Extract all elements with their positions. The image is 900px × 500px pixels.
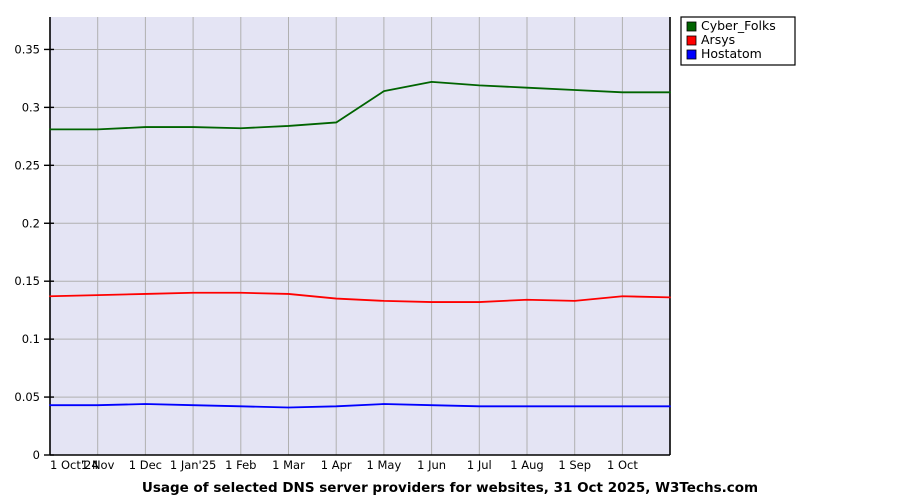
series-line-arsys: [49, 291, 671, 303]
y-tick-label: 0.25: [14, 158, 40, 172]
chart-caption: Usage of selected DNS server providers f…: [142, 480, 758, 496]
y-tick-label: 0.15: [14, 274, 40, 288]
legend-label-hostatom: Hostatom: [701, 46, 762, 61]
legend-label-cyber_folks: Cyber_Folks: [701, 18, 776, 33]
x-tick-label: 1 Jan'25: [170, 458, 217, 472]
x-tick-label: 1 Nov: [81, 458, 115, 472]
legend-swatch-hostatom: [686, 49, 697, 60]
y-tick-label: 0.1: [22, 332, 40, 346]
y-tick-label: 0: [33, 448, 40, 462]
x-tick-label: 1 Oct: [607, 458, 638, 472]
vertical-gridlines: [97, 17, 623, 455]
x-tick-label: 1 Dec: [129, 458, 162, 472]
legend-swatch-cyber_folks: [686, 21, 697, 32]
y-tick-label: 0.35: [14, 42, 40, 56]
legend-box: [680, 16, 796, 66]
x-tick-label: 1 Feb: [225, 458, 256, 472]
y-tick-label: 0.3: [22, 100, 40, 114]
x-tick-label: 1 Jul: [467, 458, 492, 472]
series-line-cyber_folks: [49, 80, 671, 131]
x-tick-label: 1 Apr: [321, 458, 352, 472]
series-line-hostatom: [49, 403, 671, 409]
data-series-group: [49, 80, 671, 409]
x-tick-label: 1 Jun: [417, 458, 446, 472]
legend-label-arsys: Arsys: [701, 32, 735, 47]
plot-area-background: [50, 17, 670, 455]
y-axis-ticks: 0 0.05 0.1 0.15 0.2 0.25 0.3 0.35: [14, 42, 54, 462]
x-axis-ticks: 1 Oct'241 Nov 1 Dec 1 Jan'25 1 Feb 1 Mar 1 Ap…: [50, 458, 638, 472]
x-tick-label: 1 May: [367, 458, 402, 472]
y-tick-label: 0.2: [22, 216, 40, 230]
x-tick-label: 1 Mar: [272, 458, 305, 472]
legend-swatch-arsys: [686, 35, 697, 46]
x-tick-label: 1 Oct'24: [50, 458, 99, 472]
y-tick-label: 0.05: [14, 390, 40, 404]
x-tick-label: 1 Aug: [510, 458, 543, 472]
x-tick-label: 1 Sep: [558, 458, 591, 472]
